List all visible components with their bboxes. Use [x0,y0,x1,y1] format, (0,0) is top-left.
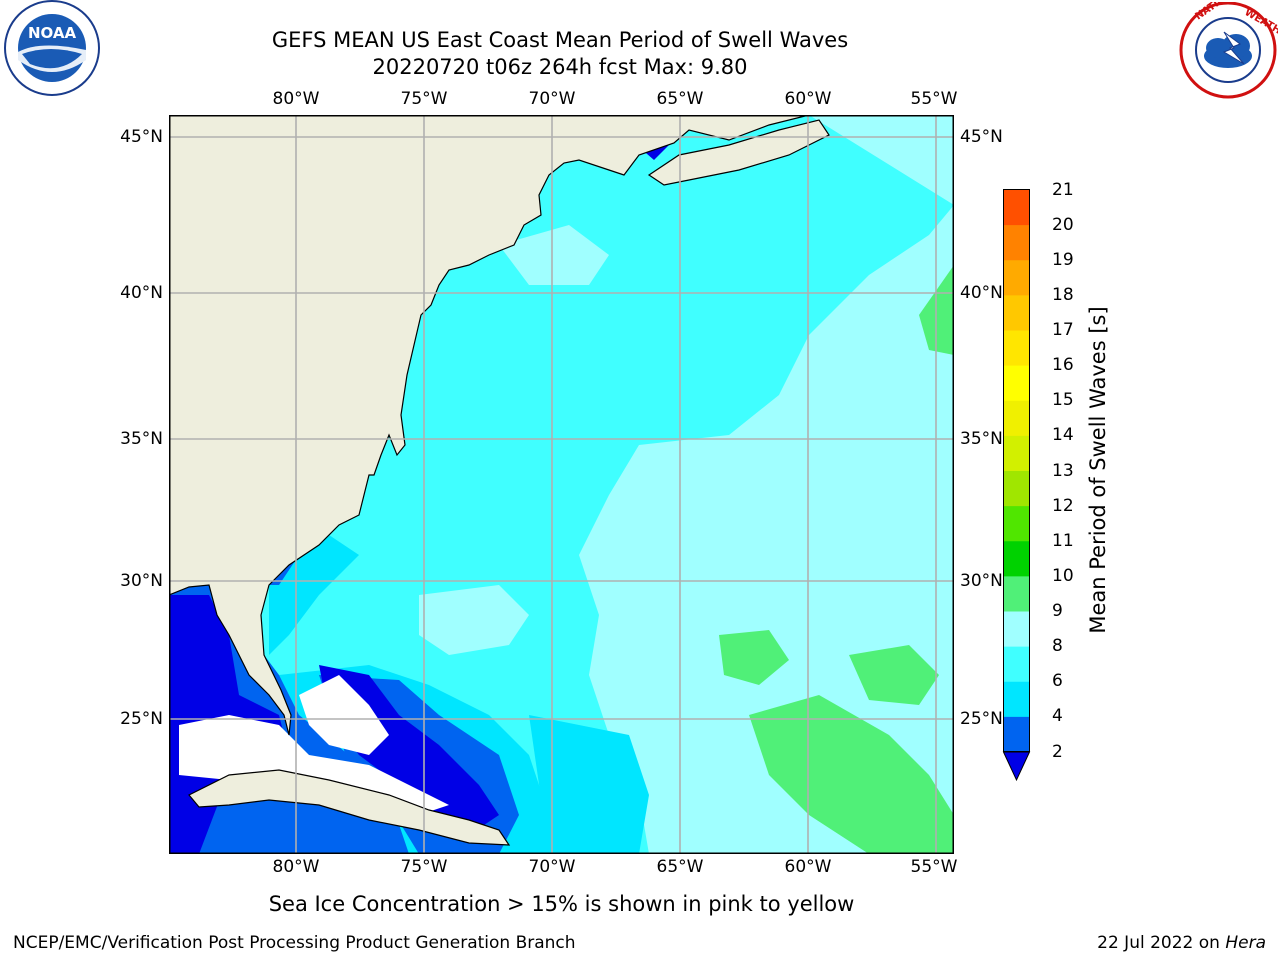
map-frame [169,115,954,854]
lat-label-right-30n: 30°N [960,571,1003,591]
lon-label-bottom-75w: 75°W [400,857,448,877]
swell-4-6-region-south-2 [529,715,649,854]
lat-label-right-35n: 35°N [960,429,1003,449]
map-panel [169,115,954,854]
colorbar-swatch-8-9 [1003,611,1030,647]
colorbar-tick-19: 19 [1052,249,1074,270]
lon-label-top-65w: 65°W [656,89,704,109]
lon-label-bottom-60w: 60°W [784,857,832,877]
lon-label-top-75w: 75°W [400,89,448,109]
colorbar-tick-13: 13 [1052,460,1074,481]
lat-label-left-40n: 40°N [120,283,163,303]
map-subtitle: 20220720 t06z 264h fcst Max: 9.80 [372,55,748,79]
colorbar-swatch-10-11 [1003,540,1030,577]
lon-label-bottom-80w: 80°W [272,857,320,877]
colorbar-tick-21: 21 [1052,179,1074,200]
noaa-logo-text: NOAA [28,24,77,42]
colorbar-tick-14: 14 [1052,425,1074,446]
lon-label-top-70w: 70°W [528,89,576,109]
swell-8-9-patch-north [499,225,609,285]
colorbar-swatch-6-8 [1003,646,1030,682]
producer-credit: NCEP/EMC/Verification Post Processing Pr… [13,933,576,953]
map-gridlines [169,115,954,854]
nws-logo: NATIONAL WEATHER [1179,2,1278,99]
lat-label-left-45n: 45°N [120,127,163,147]
colorbar-tick-16: 16 [1052,355,1074,376]
colorbar [1002,189,1031,782]
lat-label-right-40n: 40°N [960,283,1003,303]
colorbar-swatch-2-4 [1003,716,1030,752]
swell-9-10-patch-east [749,695,954,854]
swell-8-9-patch [419,585,529,655]
land-cuba [188,769,511,846]
colorbar-tick-8: 8 [1052,636,1063,657]
colorbar-tick-2: 2 [1052,741,1063,762]
lon-label-bottom-70w: 70°W [528,857,576,877]
lat-label-right-25n: 25°N [960,709,1003,729]
colorbar-tick-20: 20 [1052,214,1074,235]
colorbar-swatch-19-20 [1003,224,1030,261]
lon-label-top-55w: 55°W [910,89,958,109]
colorbar-swatch-16-17 [1003,330,1030,366]
lat-label-left-30n: 30°N [120,571,163,591]
colorbar-swatch-9-10 [1003,575,1030,612]
run-date-text: 22 Jul 2022 on [1097,933,1226,953]
swell-9-10-patch-se [849,645,939,705]
colorbar-swatch-14-15 [1003,400,1030,436]
colorbar-extend-min-arrow [1002,751,1031,782]
colorbar-swatch-15-16 [1003,365,1030,401]
colorbar-swatch-17-18 [1003,294,1030,331]
colorbar-swatch-18-19 [1003,259,1030,296]
colorbar-tick-10: 10 [1052,565,1074,586]
colorbar-swatch-11-12 [1003,505,1030,542]
lon-label-top-80w: 80°W [272,89,320,109]
colorbar-tick-6: 6 [1052,671,1063,692]
colorbar-swatch-20-21 [1003,189,1030,226]
lon-label-top-60w: 60°W [784,89,832,109]
colorbar-tick-11: 11 [1052,530,1074,551]
colorbar-swatch-13-14 [1003,435,1030,471]
noaa-logo: NOAA [4,0,100,96]
colorbar-label: Mean Period of Swell Waves [s] [1086,306,1110,634]
lat-label-right-45n: 45°N [960,127,1003,147]
colorbar-tick-15: 15 [1052,390,1074,411]
colorbar-tick-17: 17 [1052,320,1074,340]
map-title: GEFS MEAN US East Coast Mean Period of S… [271,28,849,52]
masked-region-bahamas [299,675,389,755]
swell-9-10-patch-mid [719,630,789,685]
sea-ice-note: Sea Ice Concentration > 15% is shown in … [268,892,855,916]
colorbar-swatch-12-13 [1003,470,1030,507]
colorbar-tick-18: 18 [1052,284,1074,305]
masked-region-cuba [179,715,449,815]
colorbar-tick-4: 4 [1052,706,1063,727]
colorbar-tick-9: 9 [1052,601,1063,621]
land-north-america [169,115,810,736]
machine-name: Hera [1225,933,1266,953]
lat-label-left-35n: 35°N [120,429,163,449]
run-date: 22 Jul 2022 on Hera [1097,933,1266,953]
lon-label-bottom-55w: 55°W [910,857,958,877]
colorbar-swatch-4-6 [1003,681,1030,717]
lon-label-bottom-65w: 65°W [656,857,704,877]
colorbar-tick-12: 12 [1052,495,1074,516]
colorbar-frame [1003,189,1030,752]
lat-label-left-25n: 25°N [120,709,163,729]
